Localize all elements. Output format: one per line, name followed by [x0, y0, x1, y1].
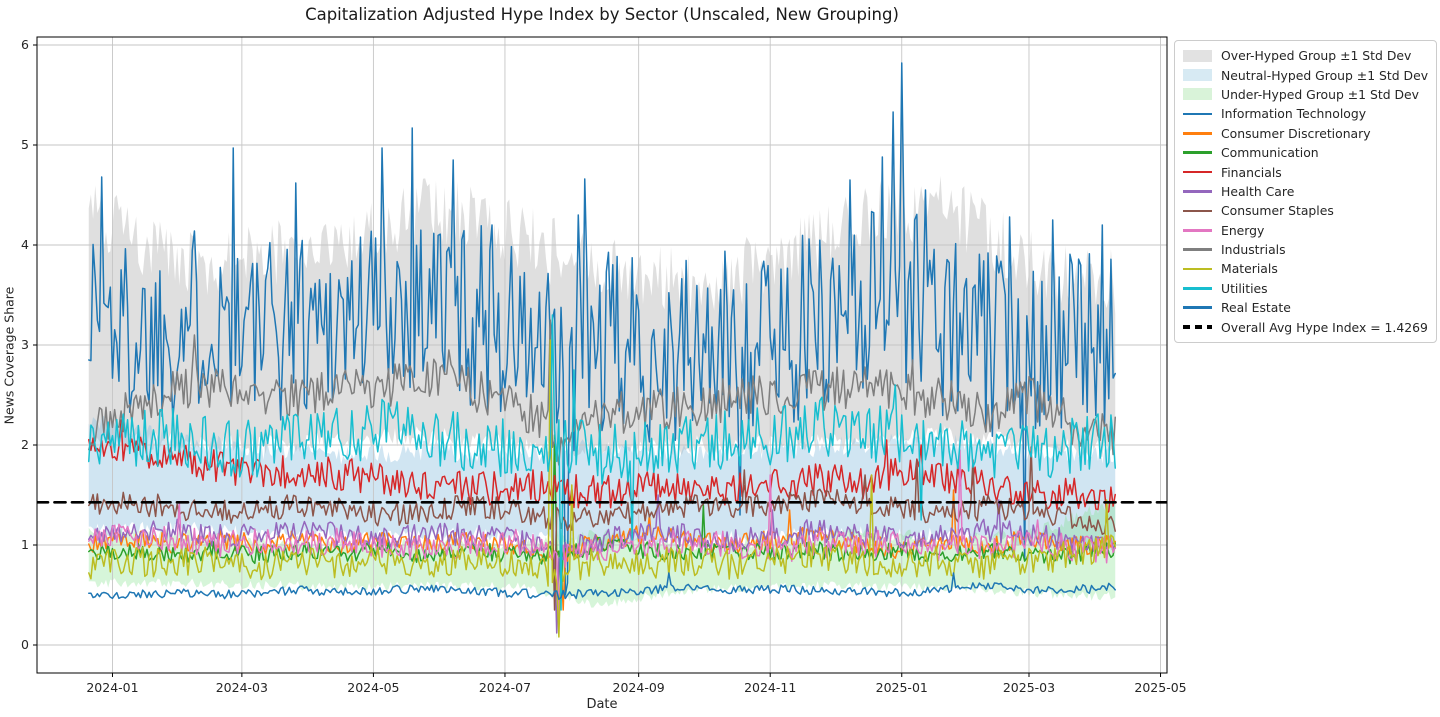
legend-label: Over-Hyped Group ±1 Std Dev: [1221, 48, 1412, 64]
y-axis-label: News Coverage Share: [1, 286, 17, 424]
x-tick-2025-05: 2025-05: [1134, 680, 1187, 695]
legend-item-over-hyped-group-1-std-dev: Over-Hyped Group ±1 Std Dev: [1183, 46, 1428, 65]
legend-dashed-line-swatch: [1183, 325, 1212, 329]
legend-label: Health Care: [1221, 183, 1295, 199]
y-tick-2: 2: [21, 437, 29, 452]
legend-line-swatch: [1183, 248, 1212, 251]
y-tick-6: 6: [21, 37, 29, 52]
x-tick-2024-07: 2024-07: [478, 680, 532, 695]
legend-line-swatch: [1183, 228, 1212, 232]
legend-line-swatch: [1183, 151, 1212, 154]
legend-item-financials: Financials: [1183, 162, 1428, 181]
legend-item-communication: Communication: [1183, 143, 1428, 162]
x-tick-2025-01: 2025-01: [875, 680, 928, 695]
y-tick-0: 0: [21, 637, 29, 652]
legend-label: Communication: [1221, 145, 1319, 161]
y-tick-5: 5: [21, 137, 29, 152]
legend-item-overall-avg-hype-index-1-4269: Overall Avg Hype Index = 1.4269: [1183, 317, 1428, 336]
x-tick-2024-01: 2024-01: [86, 680, 139, 695]
chart-title: Capitalization Adjusted Hype Index by Se…: [305, 5, 899, 24]
legend-label: Financials: [1221, 164, 1282, 180]
x-tick-2024-03: 2024-03: [215, 680, 268, 695]
y-tick-4: 4: [21, 237, 29, 252]
legend-item-health-care: Health Care: [1183, 182, 1428, 201]
legend-line-swatch: [1183, 306, 1212, 310]
legend-item-consumer-staples: Consumer Staples: [1183, 201, 1428, 220]
y-tick-1: 1: [21, 537, 29, 552]
legend-label: Consumer Staples: [1221, 203, 1334, 219]
legend-label: Energy: [1221, 222, 1265, 238]
legend-line-swatch: [1183, 190, 1212, 193]
legend-item-consumer-discretionary: Consumer Discretionary: [1183, 124, 1428, 143]
legend-label: Utilities: [1221, 280, 1268, 296]
y-tick-3: 3: [21, 337, 29, 352]
legend-label: Overall Avg Hype Index = 1.4269: [1221, 319, 1428, 335]
legend-label: Under-Hyped Group ±1 Std Dev: [1221, 86, 1420, 102]
legend-line-swatch: [1183, 209, 1212, 213]
legend-item-utilities: Utilities: [1183, 279, 1428, 298]
legend-item-materials: Materials: [1183, 259, 1428, 278]
legend-line-swatch: [1183, 267, 1212, 271]
legend-line-swatch: [1183, 112, 1212, 116]
legend-patch-swatch: [1183, 88, 1212, 101]
legend-item-under-hyped-group-1-std-dev: Under-Hyped Group ±1 Std Dev: [1183, 85, 1428, 104]
legend-item-energy: Energy: [1183, 221, 1428, 240]
legend-patch-swatch: [1183, 69, 1212, 82]
legend: Over-Hyped Group ±1 Std Dev Neutral-Hyped…: [1174, 40, 1437, 343]
x-axis-label: Date: [586, 697, 618, 712]
legend-label: Information Technology: [1221, 106, 1367, 122]
legend-label: Real Estate: [1221, 300, 1291, 316]
x-tick-2024-09: 2024-09: [612, 680, 665, 695]
legend-label: Materials: [1221, 261, 1278, 277]
legend-item-real-estate: Real Estate: [1183, 298, 1428, 317]
legend-line-swatch: [1183, 287, 1212, 290]
legend-item-information-technology: Information Technology: [1183, 104, 1428, 123]
x-tick-2024-11: 2024-11: [744, 680, 797, 695]
legend-item-neutral-hyped-group-1-std-dev: Neutral-Hyped Group ±1 Std Dev: [1183, 65, 1428, 84]
x-tick-2025-03: 2025-03: [1002, 680, 1056, 695]
legend-line-swatch: [1183, 131, 1212, 135]
legend-label: Neutral-Hyped Group ±1 Std Dev: [1221, 67, 1429, 83]
legend-patch-swatch: [1183, 49, 1212, 62]
legend-label: Consumer Discretionary: [1221, 125, 1371, 141]
legend-label: Industrials: [1221, 242, 1286, 258]
legend-item-industrials: Industrials: [1183, 240, 1428, 259]
x-tick-2024-05: 2024-05: [347, 680, 400, 695]
legend-line-swatch: [1183, 170, 1212, 174]
